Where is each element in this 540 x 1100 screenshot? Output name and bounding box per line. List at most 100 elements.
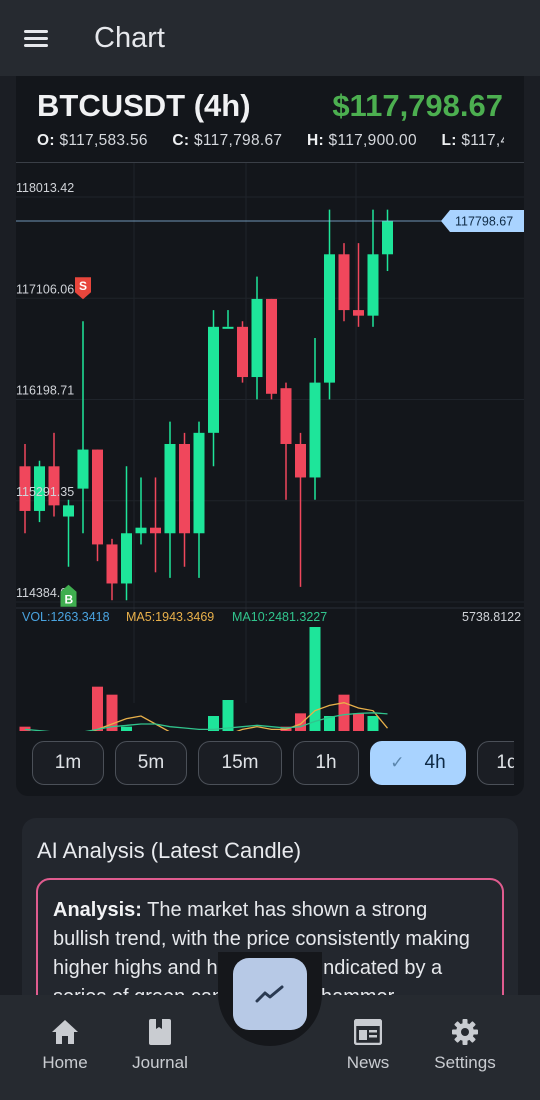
- volume-bar: [92, 686, 103, 731]
- header-divider: [16, 162, 524, 163]
- candle-body: [237, 326, 248, 378]
- y-tick-label: 115291.35: [16, 485, 74, 499]
- last-price: $117,798.67: [332, 88, 503, 123]
- journal-icon: [110, 1017, 210, 1047]
- y-tick-label: 114384.00: [16, 586, 74, 600]
- candle-body: [338, 254, 350, 311]
- candle-body: [295, 443, 306, 478]
- candle-body: [193, 432, 205, 534]
- candle-body: [353, 310, 364, 316]
- low-value: $117,4: [461, 132, 504, 149]
- high-label: H:: [306, 132, 324, 149]
- volume-legend-label: MA5:1943.3469: [126, 610, 214, 624]
- buy-marker-label: B: [65, 593, 74, 607]
- candle-body: [34, 466, 45, 511]
- nav-settings-label: Settings: [434, 1053, 496, 1072]
- timeframe-label: 1d: [496, 752, 514, 773]
- check-icon: ✓: [390, 753, 405, 772]
- candle-body: [164, 443, 176, 534]
- volume-bar: [324, 716, 335, 731]
- volume-bar: [367, 716, 379, 731]
- nav-news[interactable]: News: [318, 1017, 418, 1073]
- nav-home[interactable]: Home: [15, 1017, 115, 1073]
- current-price-label: 117798.67: [455, 214, 513, 228]
- timeframe-1h-button[interactable]: 1h: [293, 741, 359, 785]
- ohlc-row: O: $117,583.56 C: $117,798.67 H: $117,90…: [37, 132, 504, 150]
- ma10-line: [24, 712, 388, 731]
- high-value: $117,900.00: [328, 132, 417, 149]
- chart-card: BTCUSDT (4h) $117,798.67 O: $117,583.56 …: [16, 76, 524, 796]
- candle-body: [266, 298, 277, 394]
- volume-legend-label: MA10:2481.3227: [232, 610, 327, 624]
- candle-body: [121, 533, 132, 584]
- open-value: $117,583.56: [59, 132, 148, 149]
- symbol-title: BTCUSDT (4h): [37, 88, 251, 123]
- analysis-label: Analysis:: [53, 899, 142, 921]
- timeframe-1d-button[interactable]: 1d: [477, 741, 514, 785]
- candle-body: [48, 466, 60, 506]
- volume-bar: [208, 716, 219, 731]
- y-tick-label: 117106.06: [16, 282, 74, 296]
- candle-body: [92, 449, 103, 545]
- timeframe-1m-button[interactable]: 1m: [32, 741, 104, 785]
- ma5-line: [93, 702, 389, 731]
- candle-body: [135, 527, 147, 534]
- volume-max-label: 5738.8122: [462, 610, 521, 624]
- buy-marker: [60, 584, 77, 607]
- app-bar: Chart: [0, 0, 540, 76]
- ai-analysis-title: AI Analysis (Latest Candle): [37, 838, 302, 863]
- candle-body: [150, 527, 161, 534]
- candlestick-chart[interactable]: 118013.42 117106.06 116198.71 115291.35 1143…: [16, 163, 524, 731]
- open-label: O:: [37, 132, 55, 149]
- page-title: Chart: [94, 21, 165, 54]
- timeframe-15m-button[interactable]: 15m: [198, 741, 282, 785]
- volume-bar: [309, 627, 321, 731]
- volume-bar: [295, 713, 306, 731]
- timeframe-label: 4h: [424, 752, 446, 773]
- volume-bar: [338, 694, 350, 731]
- candle-body: [63, 505, 74, 517]
- trending-icon: [255, 985, 284, 1003]
- timeframe-4h-button[interactable]: ✓ 4h: [370, 741, 466, 785]
- nav-journal[interactable]: Journal: [110, 1017, 210, 1073]
- candle-body: [251, 298, 263, 378]
- timeframe-label: 1m: [54, 752, 82, 773]
- timeframe-label: 1h: [315, 752, 337, 773]
- volume-bar: [19, 726, 31, 731]
- sell-marker-label: S: [79, 279, 87, 293]
- candle-body: [280, 388, 292, 444]
- candle-body: [382, 220, 393, 255]
- volume-bar: [121, 726, 132, 731]
- timeframe-5m-button[interactable]: 5m: [115, 741, 187, 785]
- low-label: L:: [441, 132, 457, 149]
- current-price-tag: [441, 209, 524, 232]
- candle-body: [367, 254, 379, 316]
- volume-bar: [222, 700, 234, 731]
- nav-settings[interactable]: Settings: [415, 1017, 515, 1073]
- menu-icon[interactable]: [24, 28, 50, 48]
- candle-body: [179, 443, 190, 534]
- timeframe-label: 5m: [137, 752, 165, 773]
- y-tick-label: 118013.42: [16, 181, 74, 195]
- home-icon: [15, 1017, 115, 1047]
- candle-body: [19, 466, 31, 511]
- chart-fab-button[interactable]: [233, 958, 307, 1030]
- nav-journal-label: Journal: [132, 1053, 188, 1072]
- close-label: C:: [172, 132, 190, 149]
- settings-icon: [415, 1017, 515, 1047]
- sell-marker: [75, 277, 91, 300]
- nav-home-label: Home: [42, 1053, 88, 1072]
- candle-body: [324, 254, 335, 383]
- volume-bar: [353, 713, 364, 731]
- candle-body: [222, 326, 234, 329]
- news-icon: [318, 1017, 418, 1047]
- candle-body: [106, 544, 118, 584]
- candle-body: [208, 326, 219, 433]
- nav-news-label: News: [346, 1053, 390, 1072]
- timeframe-selector: 1m 5m 15m 1h ✓ 4h 1d: [32, 741, 514, 787]
- volume-legend-label: VOL:1263.3418: [22, 610, 110, 624]
- close-value: $117,798.67: [193, 132, 283, 149]
- candle-body: [77, 449, 89, 489]
- volume-bar: [106, 694, 118, 731]
- candle-body: [309, 382, 321, 478]
